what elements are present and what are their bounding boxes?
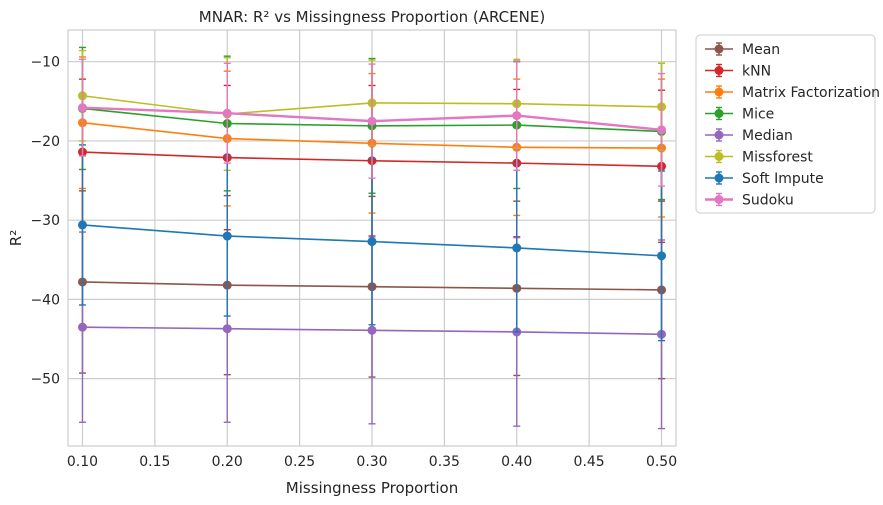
x-ticks: 0.10 0.15 0.20 0.25 0.30 0.35 0.40 0.45 0.50 xyxy=(67,454,677,470)
data-point xyxy=(657,251,667,261)
y-tick-label: −20 xyxy=(30,134,60,150)
legend-item-mean: Mean xyxy=(705,42,780,58)
legend-marker xyxy=(714,173,724,183)
legend-item-mice: Mice xyxy=(705,107,774,123)
legend-label: Missforest xyxy=(742,150,813,166)
legend-marker xyxy=(714,195,724,204)
plot-frame xyxy=(67,29,677,447)
data-point xyxy=(512,243,522,253)
data-point xyxy=(77,103,87,113)
legend-marker xyxy=(714,44,724,54)
data-point xyxy=(222,231,232,241)
legend-label: Mean xyxy=(742,42,780,58)
y-tick-label: −10 xyxy=(30,55,60,71)
data-point xyxy=(367,237,377,247)
data-point xyxy=(657,125,667,135)
legend-label: Soft Impute xyxy=(742,171,824,187)
y-tick-label: −30 xyxy=(30,213,60,229)
legend-box xyxy=(695,34,876,214)
data-point xyxy=(77,322,87,332)
data-point xyxy=(222,324,232,334)
x-tick-label: 0.15 xyxy=(139,454,170,470)
data-point xyxy=(367,116,377,126)
x-tick-label: 0.30 xyxy=(356,454,387,470)
data-point xyxy=(222,108,232,118)
legend-label: Sudoku xyxy=(742,193,794,209)
x-tick-label: 0.35 xyxy=(429,454,460,470)
legend-item-sudoku: Sudoku xyxy=(705,193,794,209)
y-tick-label: −40 xyxy=(30,292,60,308)
legend: Mean kNN Matrix Factorization Mice Median Mis… xyxy=(695,34,880,214)
legend-label: Mice xyxy=(742,107,774,123)
series-sudoku xyxy=(77,58,667,187)
legend-item-knn: kNN xyxy=(705,64,771,80)
legend-item-median: Median xyxy=(705,128,793,144)
y-ticks: −10 −20 −30 −40 −50 xyxy=(30,55,60,388)
x-tick-label: 0.25 xyxy=(284,454,315,470)
data-point xyxy=(77,220,87,230)
legend-marker xyxy=(714,152,724,161)
data-point xyxy=(367,325,377,335)
data-point xyxy=(512,111,522,121)
y-tick-label: −50 xyxy=(30,372,60,388)
x-tick-label: 0.10 xyxy=(67,454,98,470)
legend-item-missforest: Missforest xyxy=(705,150,813,166)
y-axis-label: R² xyxy=(7,230,25,246)
legend-marker xyxy=(714,130,724,140)
legend-marker xyxy=(714,109,724,118)
legend-item-matrix-factorization: Matrix Factorization xyxy=(705,85,880,101)
x-tick-label: 0.50 xyxy=(646,454,677,470)
x-tick-label: 0.20 xyxy=(212,454,243,470)
x-tick-label: 0.45 xyxy=(574,454,605,470)
legend-label: Median xyxy=(742,128,793,144)
legend-label: Matrix Factorization xyxy=(742,85,880,101)
legend-item-soft-impute: Soft Impute xyxy=(705,171,824,187)
legend-label: kNN xyxy=(742,64,771,80)
legend-marker xyxy=(714,66,724,75)
legend-marker xyxy=(714,87,724,97)
x-axis-label: Missingness Proportion xyxy=(286,479,458,497)
chart-title: MNAR: R² vs Missingness Proportion (ARCE… xyxy=(199,8,545,26)
series-layer xyxy=(77,46,667,430)
x-tick-label: 0.40 xyxy=(501,454,532,470)
